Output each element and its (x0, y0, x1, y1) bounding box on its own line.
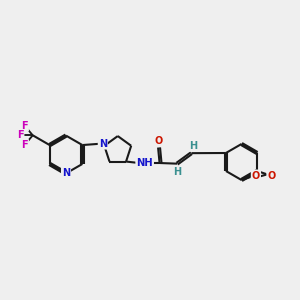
Text: F: F (21, 140, 28, 150)
Text: O: O (267, 170, 276, 181)
Text: H: H (189, 141, 197, 151)
Text: N: N (99, 139, 107, 148)
Text: F: F (17, 130, 23, 140)
Text: H: H (174, 167, 182, 177)
Text: O: O (252, 170, 260, 181)
Text: F: F (21, 121, 28, 130)
Text: N: N (62, 168, 70, 178)
Text: NH: NH (136, 158, 153, 168)
Text: O: O (154, 136, 163, 146)
